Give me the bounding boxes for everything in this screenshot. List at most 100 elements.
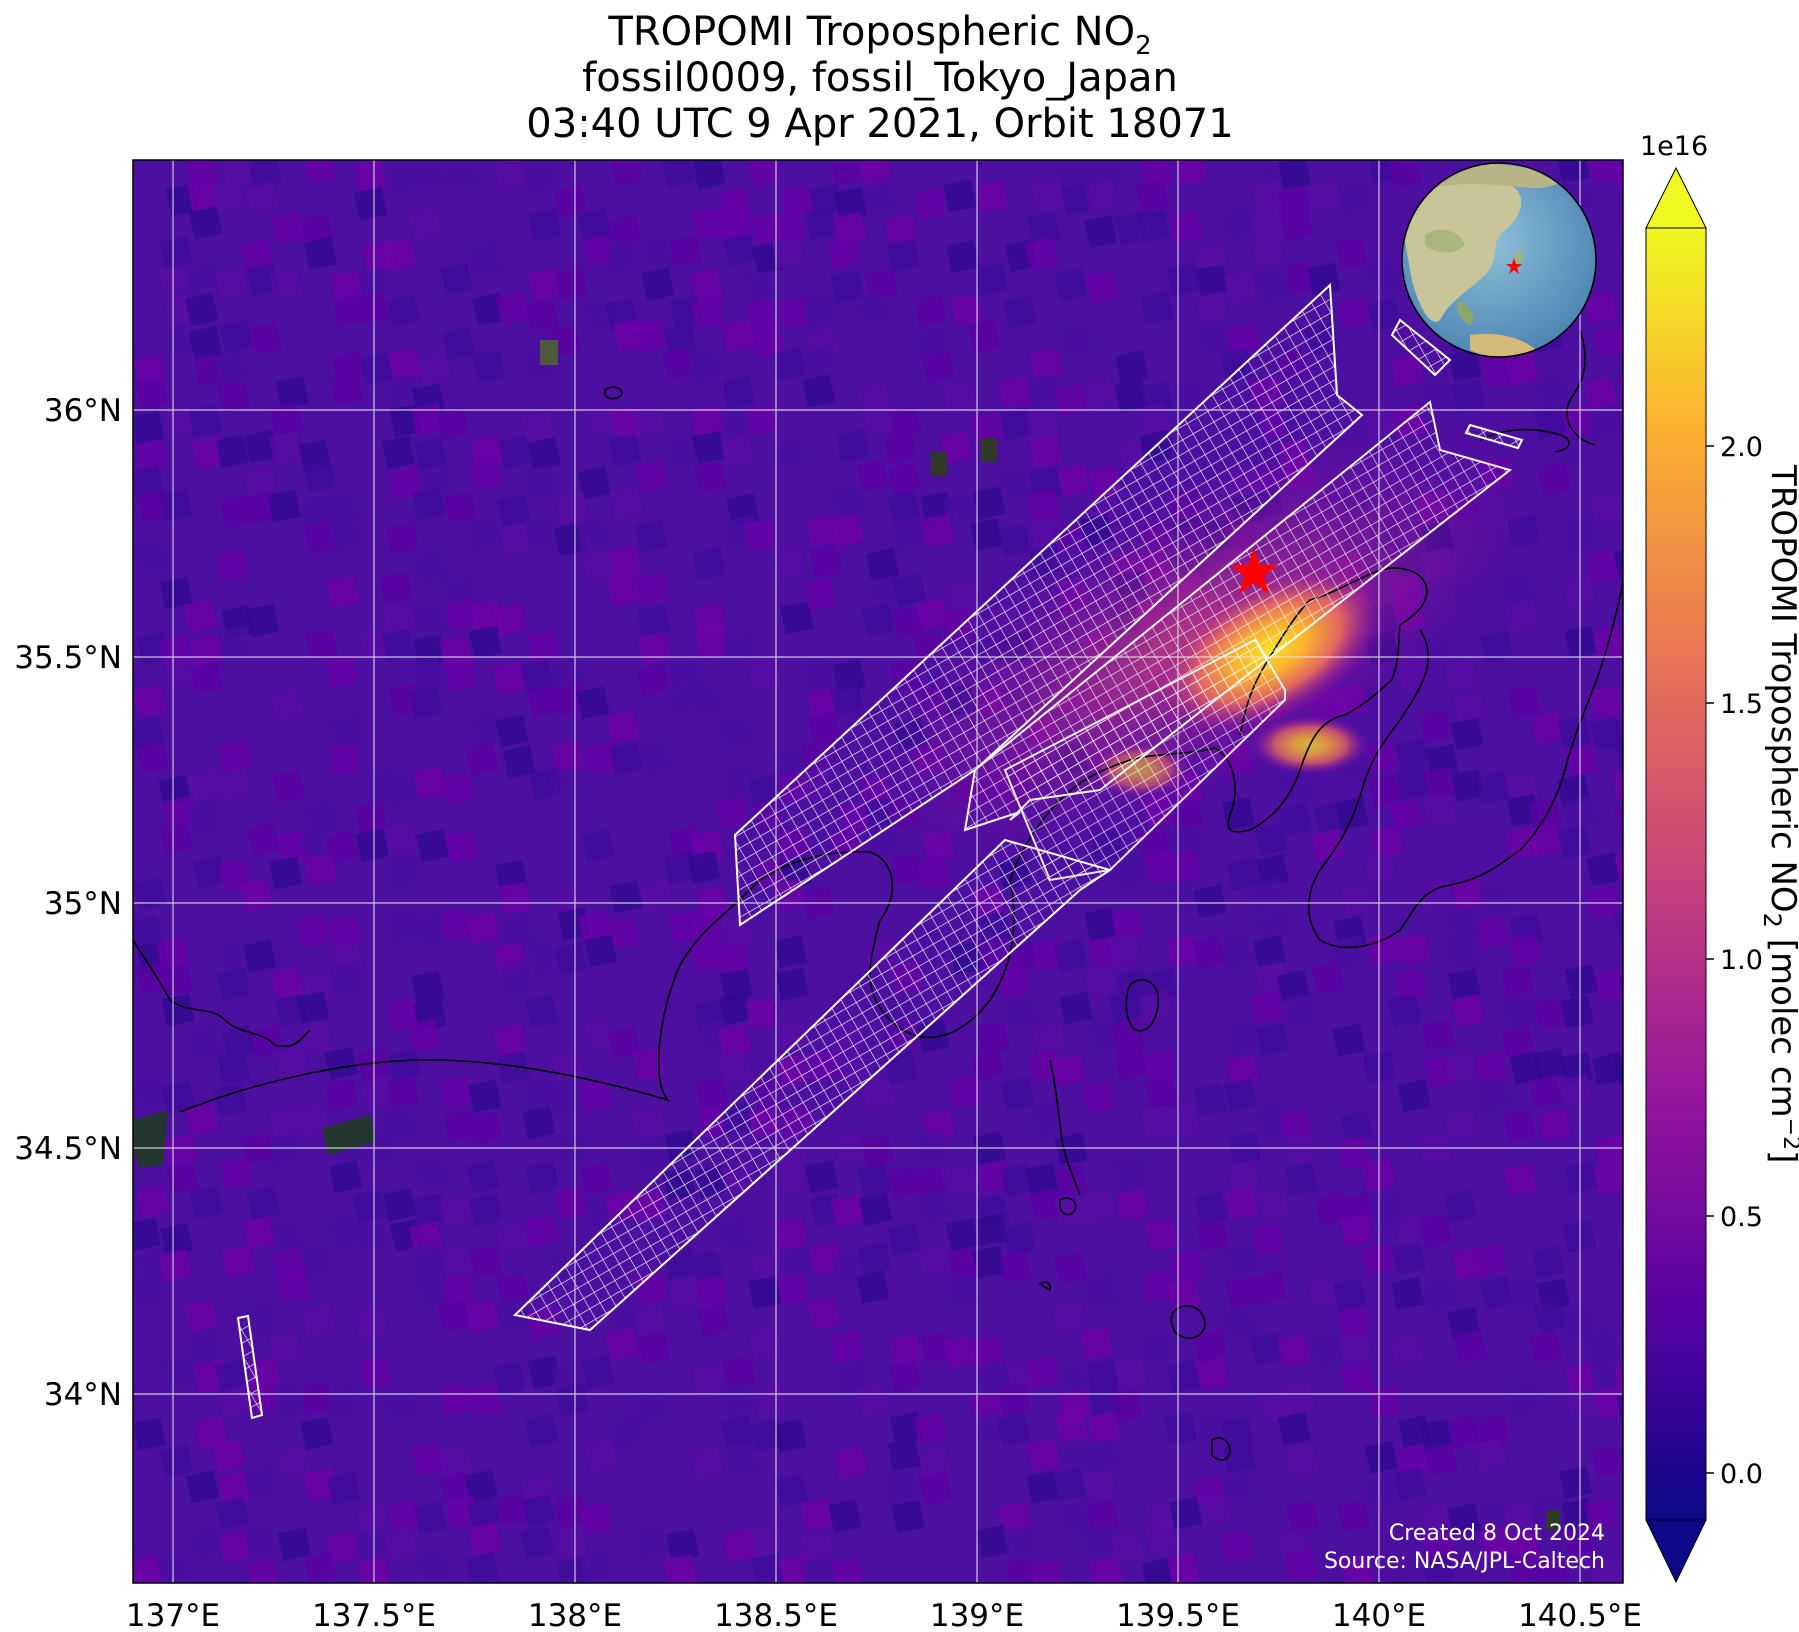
no2-pixel bbox=[329, 1159, 363, 1194]
no2-pixel bbox=[828, 1499, 862, 1533]
no2-pixel bbox=[1391, 1276, 1425, 1311]
no2-pixel bbox=[579, 1501, 613, 1535]
no2-pixel bbox=[269, 1104, 303, 1139]
no2-pixel bbox=[554, 682, 588, 717]
no2-pixel bbox=[1365, 1472, 1399, 1506]
no2-pixel bbox=[1195, 1357, 1230, 1391]
no2-pixel bbox=[1368, 1384, 1402, 1418]
no2-pixel bbox=[212, 1439, 246, 1473]
no2-pixel bbox=[296, 913, 330, 947]
no2-pixel bbox=[913, 187, 947, 221]
no2-pixel bbox=[692, 160, 726, 190]
no2-pixel bbox=[495, 714, 529, 748]
no2-pixel bbox=[1528, 798, 1562, 832]
no2-pixel bbox=[493, 602, 527, 637]
no2-pixel bbox=[469, 1111, 503, 1145]
no2-pixel bbox=[717, 941, 751, 975]
no2-pixel bbox=[692, 430, 726, 464]
no2-pixel bbox=[525, 1413, 559, 1448]
no2-pixel bbox=[856, 1270, 890, 1304]
no2-pixel bbox=[1423, 766, 1457, 800]
no2-pixel bbox=[1334, 236, 1369, 270]
no2-pixel bbox=[1220, 1468, 1254, 1502]
no2-pixel bbox=[1338, 1333, 1373, 1367]
no2-pixel bbox=[521, 160, 555, 193]
no2-pixel bbox=[1473, 1050, 1507, 1084]
no2-pixel bbox=[865, 268, 899, 302]
no2-pixel bbox=[1555, 431, 1589, 466]
no2-pixel bbox=[472, 349, 506, 383]
no2-pixel bbox=[609, 880, 643, 914]
no2-pixel bbox=[246, 1557, 280, 1583]
no2-pixel bbox=[1423, 1278, 1457, 1312]
no2-pixel bbox=[410, 656, 444, 690]
no2-pixel bbox=[976, 1525, 1010, 1559]
no2-pixel bbox=[977, 1360, 1012, 1394]
no2-pixel bbox=[523, 514, 557, 548]
no2-pixel bbox=[268, 431, 303, 465]
no2-pixel bbox=[385, 854, 419, 889]
no2-pixel bbox=[1114, 378, 1148, 413]
no2-pixel bbox=[524, 1213, 559, 1247]
no2-pixel bbox=[689, 1250, 724, 1284]
no2-pixel bbox=[1339, 181, 1373, 215]
no2-pixel bbox=[1225, 1186, 1259, 1220]
no2-pixel bbox=[917, 1244, 952, 1279]
no2-pixel bbox=[1340, 1554, 1374, 1583]
no2-pixel bbox=[1003, 295, 1037, 329]
no2-pixel bbox=[1478, 883, 1512, 917]
no2-pixel bbox=[1388, 993, 1422, 1027]
no2-pixel bbox=[498, 435, 532, 469]
no2-pixel bbox=[162, 403, 197, 438]
no2-pixel bbox=[267, 489, 301, 523]
no2-pixel bbox=[668, 433, 702, 468]
no2-pixel bbox=[269, 401, 303, 436]
no2-pixel bbox=[1054, 1251, 1088, 1285]
no2-pixel bbox=[246, 822, 281, 856]
no2-pixel bbox=[1220, 1416, 1254, 1450]
no2-pixel bbox=[158, 1554, 192, 1583]
no2-pixel bbox=[239, 878, 273, 913]
no2-pixel bbox=[582, 549, 616, 583]
no2-pixel bbox=[1590, 493, 1623, 527]
no2-pixel bbox=[133, 716, 165, 750]
no2-pixel bbox=[802, 577, 836, 611]
no2-pixel bbox=[1443, 1189, 1478, 1223]
no2-pixel bbox=[327, 1215, 361, 1249]
no2-pixel bbox=[1388, 160, 1422, 189]
no2-pixel bbox=[468, 241, 502, 275]
no2-pixel bbox=[639, 879, 673, 913]
no2-pixel bbox=[1558, 715, 1592, 750]
no2-pixel bbox=[830, 1194, 865, 1228]
no2-pixel bbox=[1528, 1075, 1562, 1109]
no2-pixel bbox=[1453, 1329, 1487, 1363]
no2-pixel bbox=[185, 800, 219, 834]
no2-pixel bbox=[807, 711, 842, 745]
no2-pixel bbox=[1032, 1101, 1066, 1135]
no2-pixel bbox=[324, 1046, 358, 1080]
no2-pixel bbox=[1140, 291, 1174, 325]
no2-pixel bbox=[500, 912, 535, 946]
no2-pixel bbox=[1559, 1465, 1593, 1499]
lat-tick: 36°N bbox=[44, 393, 122, 429]
no2-pixel bbox=[303, 236, 337, 271]
no2-pixel bbox=[1390, 1333, 1424, 1368]
no2-pixel bbox=[183, 599, 217, 633]
no2-pixel bbox=[133, 1217, 162, 1251]
no2-pixel bbox=[972, 1245, 1006, 1279]
no2-pixel bbox=[1339, 1361, 1374, 1396]
no2-pixel bbox=[469, 1193, 503, 1227]
no2-pixel bbox=[609, 160, 644, 187]
no2-pixel bbox=[354, 1528, 388, 1562]
no2-pixel bbox=[1564, 964, 1598, 998]
no2-pixel bbox=[1397, 1079, 1431, 1113]
no2-pixel bbox=[555, 491, 590, 526]
no2-pixel bbox=[1337, 1499, 1371, 1533]
no2-pixel bbox=[717, 1216, 752, 1250]
no2-pixel bbox=[525, 1161, 559, 1195]
no2-pixel bbox=[354, 1217, 389, 1252]
no2-pixel bbox=[890, 516, 925, 550]
no2-pixel bbox=[525, 463, 559, 498]
no2-pixel bbox=[248, 160, 282, 189]
no2-pixel bbox=[695, 1077, 729, 1111]
